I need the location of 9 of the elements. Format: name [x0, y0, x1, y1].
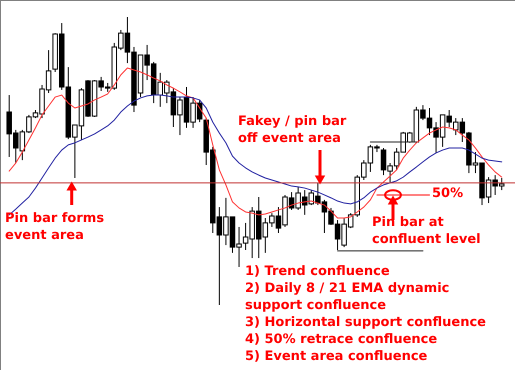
- annotation: 1) Trend confluence: [245, 264, 390, 279]
- text: 4) 50% retrace confluence: [245, 332, 438, 347]
- text: 5) Event area confluence: [245, 349, 428, 364]
- annotation: Pin bar at confluent level: [372, 215, 481, 247]
- annotation: Fakey / pin bar off event area: [238, 114, 347, 146]
- annotation: 50%: [432, 186, 464, 201]
- text: 3) Horizontal support confluence: [245, 315, 486, 330]
- annotation: 2) Daily 8 / 21 EMA dynamic support confluence: [245, 281, 450, 313]
- annotation: Pin bar forms event area: [5, 211, 104, 243]
